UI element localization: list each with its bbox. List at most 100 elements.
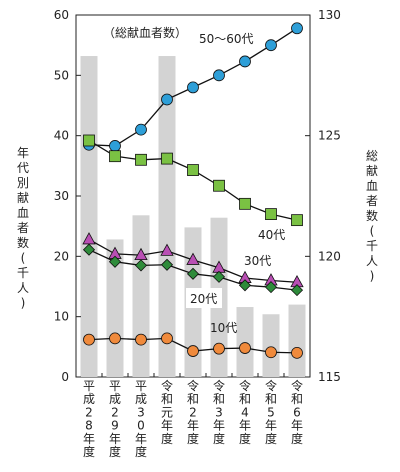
data-point [83, 134, 95, 147]
data-point [290, 284, 304, 297]
axis-title-char: 人 [17, 281, 29, 295]
category-label: 平成 3 0 年度 [135, 379, 147, 459]
axis-title-char: 者 [366, 194, 378, 208]
category-char: 成 [83, 392, 95, 406]
data-point [135, 153, 147, 166]
series-label-20: 20代 [190, 292, 217, 306]
data-point [109, 150, 121, 163]
left-tick-label: 0 [61, 370, 69, 384]
category-char: 度 [135, 444, 147, 459]
category-char: 成 [135, 392, 147, 406]
data-point [265, 39, 277, 52]
category-char: 成 [109, 392, 121, 406]
category-char: 和 [291, 392, 303, 406]
data-point [291, 22, 303, 35]
axis-title-char: 千 [17, 266, 29, 280]
category-char: 9 [111, 419, 119, 433]
data-point [161, 93, 173, 106]
axis-title-char: ( [370, 224, 375, 238]
data-point [108, 255, 122, 268]
data-point [160, 258, 174, 271]
data-point [291, 346, 303, 359]
series-label-10: 10代 [210, 321, 237, 335]
category-char: 和 [265, 392, 277, 406]
category-char: 年 [265, 419, 277, 433]
category-char: 年 [109, 432, 121, 446]
category-char: 令 [161, 378, 173, 393]
data-point [213, 342, 225, 355]
left-tick-label: 20 [54, 249, 69, 263]
data-point [212, 270, 226, 283]
data-point [134, 259, 148, 272]
category-label: 令和 4 年度 [239, 378, 251, 446]
axis-title-char: 千 [366, 239, 378, 253]
category-char: 平 [83, 379, 95, 393]
axis-title-char: 年 [17, 146, 29, 160]
left-axis-title: 年代別献血者数(千人) [17, 146, 29, 310]
category-char: 度 [213, 431, 225, 446]
category-label: 平成 2 9 年度 [109, 379, 121, 459]
category-char: 令 [213, 378, 225, 393]
category-char: 3 [215, 405, 223, 419]
data-point [160, 243, 174, 256]
category-char: 平 [135, 379, 147, 393]
category-char: 2 [85, 405, 93, 419]
data-point [187, 164, 199, 176]
axis-title-char: 血 [17, 206, 29, 220]
bar [288, 304, 306, 377]
category-char: 令 [265, 378, 277, 393]
category-char: 3 [137, 405, 145, 419]
axis-title-char: ) [370, 269, 375, 283]
right-tick-label: 115 [318, 370, 341, 384]
category-char: 度 [265, 431, 277, 446]
category-char: 4 [241, 405, 249, 419]
category-char: 和 [239, 392, 251, 406]
category-char: 度 [187, 431, 199, 446]
axis-title-char: ) [21, 296, 26, 310]
category-char: 年 [83, 432, 95, 446]
category-char: 度 [109, 444, 121, 459]
category-label: 令和 3 年度 [213, 378, 225, 446]
category-char: 年 [187, 419, 199, 433]
left-tick-label: 40 [54, 129, 69, 143]
bar [132, 215, 150, 377]
data-point [187, 81, 199, 94]
axis-title-char: 人 [366, 254, 378, 268]
data-point [213, 69, 225, 82]
axis-title-char: 数 [17, 235, 29, 250]
category-label: 令和元年度 [161, 378, 173, 446]
axis-title-char: 別 [17, 176, 29, 190]
category-char: 年 [291, 419, 303, 433]
data-point [109, 140, 121, 152]
axis-title-char: 者 [17, 221, 29, 235]
series-label-30: 30代 [244, 254, 271, 268]
axis-title-char: 献 [17, 190, 29, 205]
category-char: 0 [137, 419, 145, 433]
axis-title-char: 献 [366, 163, 378, 178]
category-char: 和 [213, 392, 225, 406]
bar [262, 314, 280, 377]
right-tick-label: 120 [318, 249, 341, 263]
category-label: 令和 6 年度 [291, 378, 303, 446]
category-char: 度 [239, 431, 251, 446]
category-char: 令 [291, 378, 303, 393]
category-label: 令和 2 年度 [187, 378, 199, 446]
category-char: 令 [239, 378, 251, 393]
category-char: 平 [109, 379, 121, 393]
category-char: 年 [213, 419, 225, 433]
bar [236, 307, 254, 377]
category-char: 2 [189, 405, 197, 419]
data-point [161, 332, 173, 345]
category-label: 平成 2 8 年度 [83, 379, 95, 459]
category-char: 5 [267, 405, 275, 419]
data-point [161, 152, 173, 165]
category-char: 度 [83, 444, 95, 459]
bar-annotation: （総献血者数） [103, 25, 187, 40]
bar [158, 56, 176, 377]
category-char: 度 [161, 431, 173, 446]
category-char: 2 [111, 405, 119, 419]
category-char: 年 [161, 419, 173, 433]
category-char: 令 [187, 378, 199, 393]
data-point [264, 281, 278, 294]
